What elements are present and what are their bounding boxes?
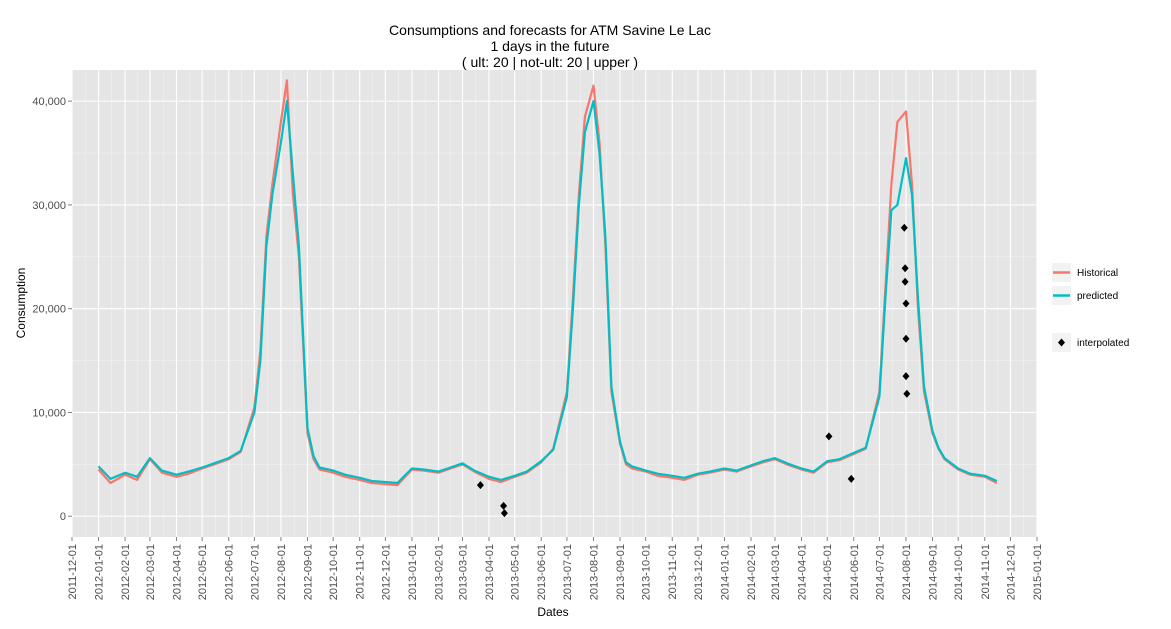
x-tick-label: 2013-12-01 — [693, 544, 705, 600]
interpolated-point — [903, 389, 911, 398]
x-tick-label: 2013-08-01 — [588, 544, 600, 600]
x-tick-label: 2013-01-01 — [407, 544, 419, 600]
grid-major — [71, 70, 1038, 537]
interpolated-point — [476, 481, 484, 490]
legend-key-interpolated — [1058, 338, 1065, 347]
interpolated-point — [902, 334, 910, 343]
interpolated-point — [847, 474, 855, 483]
x-tick-label: 2013-07-01 — [562, 544, 574, 600]
x-tick-label: 2012-04-01 — [171, 544, 183, 600]
x-tick-label: 2013-09-01 — [615, 544, 627, 600]
x-tick-label: 2012-09-01 — [302, 544, 314, 600]
x-tick-label: 2014-09-01 — [928, 544, 940, 600]
x-tick-label: 2012-07-01 — [249, 544, 261, 600]
x-tick-label: 2013-03-01 — [457, 544, 469, 600]
y-tick-label: 40,000 — [32, 96, 66, 108]
y-axis-title: Consumption — [14, 268, 28, 339]
x-tick-label: 2014-04-01 — [797, 544, 809, 600]
x-tick-label: 2014-12-01 — [1005, 544, 1017, 600]
x-tick-label: 2013-02-01 — [433, 544, 445, 600]
y-tick-label: 0 — [60, 511, 66, 523]
x-tick-label: 2014-10-01 — [953, 544, 965, 600]
x-tick-label: 2012-11-01 — [355, 544, 367, 599]
interpolated-points — [476, 223, 911, 518]
x-tick-label: 2014-11-01 — [980, 544, 992, 599]
series-line-predicted — [97, 99, 998, 485]
legend-label-predicted: predicted — [1077, 291, 1118, 302]
x-tick-label: 2012-12-01 — [380, 544, 392, 600]
x-tick-label: 2012-10-01 — [328, 544, 340, 600]
x-tick-label: 2014-03-01 — [770, 544, 782, 600]
x-axis-title: Dates — [537, 605, 568, 619]
interpolated-point — [900, 223, 908, 232]
y-tick-label: 20,000 — [32, 304, 66, 316]
x-tick-label: 2013-06-01 — [536, 544, 548, 600]
x-tick-label: 2014-07-01 — [874, 544, 886, 600]
x-tick-label: 2014-02-01 — [746, 544, 758, 600]
y-tick-label: 10,000 — [32, 407, 66, 419]
interpolated-point — [902, 372, 910, 381]
y-tick-label: 30,000 — [32, 200, 66, 212]
x-tick-label: 2015-01-01 — [1032, 544, 1044, 600]
interpolated-point — [901, 264, 909, 273]
interpolated-point — [825, 432, 833, 441]
interpolated-point — [500, 509, 508, 518]
x-tick-label: 2014-05-01 — [822, 544, 834, 600]
x-tick-label: 2012-02-01 — [120, 544, 132, 600]
series-layer — [97, 79, 998, 487]
x-tick-label: 2012-08-01 — [276, 544, 288, 600]
x-tick-label: 2014-06-01 — [849, 544, 861, 600]
x-tick-label: 2012-03-01 — [145, 544, 157, 600]
x-tick-label: 2012-01-01 — [94, 544, 106, 600]
legend-label-interpolated: interpolated — [1077, 338, 1129, 349]
interpolated-point — [902, 299, 910, 308]
x-tick-label: 2011-12-01 — [67, 544, 79, 599]
interpolated-point — [500, 501, 508, 510]
chart-title: Consumptions and forecasts for ATM Savin… — [389, 22, 711, 70]
plot-panel — [72, 70, 1037, 537]
y-axis: 0 10,000 20,000 30,000 40,000 — [32, 96, 72, 523]
x-tick-label: 2014-08-01 — [901, 544, 913, 600]
title-line-1: Consumptions and forecasts for ATM Savin… — [389, 22, 711, 38]
x-axis: 2011-12-01 2012-01-01 2012-02-01 2012-03-01… — [67, 537, 1044, 600]
x-tick-label: 2013-05-01 — [510, 544, 522, 600]
legend-label-historical: Historical — [1077, 268, 1118, 279]
x-tick-label: 2012-05-01 — [197, 544, 209, 600]
x-tick-label: 2014-01-01 — [719, 544, 731, 600]
title-line-2: 1 days in the future — [490, 38, 609, 54]
x-tick-label: 2013-10-01 — [641, 544, 653, 600]
x-tick-label: 2013-04-01 — [484, 544, 496, 600]
interpolated-point — [901, 277, 909, 286]
x-tick-label: 2012-06-01 — [224, 544, 236, 600]
x-tick-label: 2013-11-01 — [667, 544, 679, 599]
legend: Historical predicted interpolated — [1052, 263, 1129, 352]
title-line-3: ( ult: 20 | not-ult: 20 | upper ) — [462, 54, 638, 70]
